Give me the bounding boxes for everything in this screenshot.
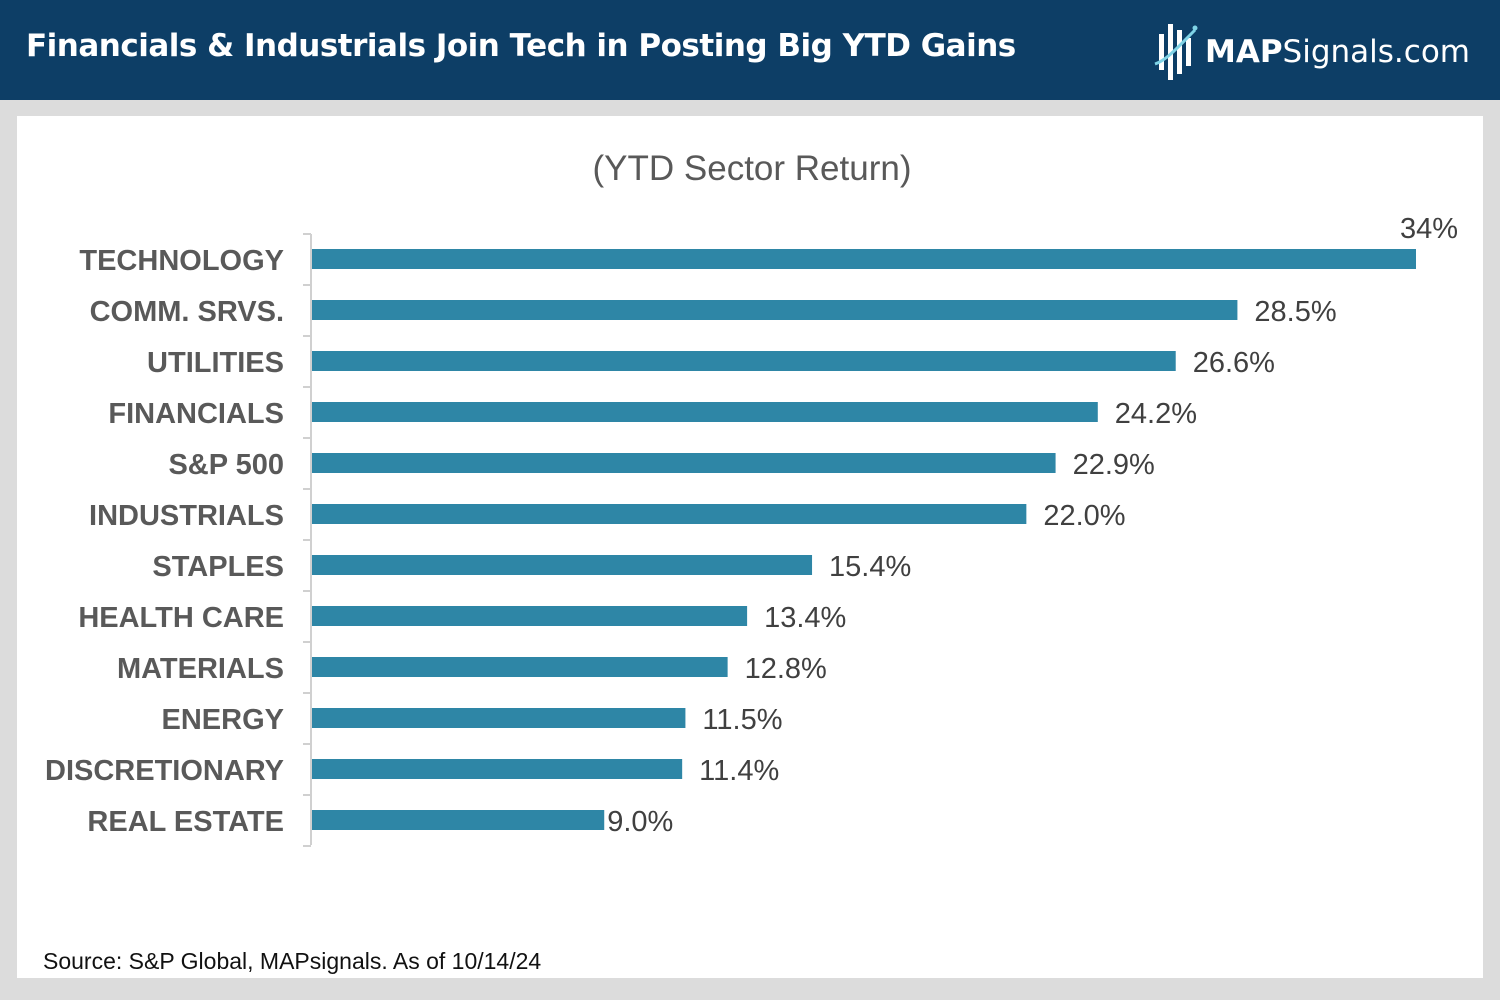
category-label: DISCRETIONARY bbox=[45, 755, 284, 787]
bar bbox=[312, 810, 605, 830]
source-note: Source: S&P Global, MAPsignals. As of 10… bbox=[43, 948, 542, 974]
category-label: MATERIALS bbox=[117, 653, 284, 685]
bar bbox=[312, 351, 1176, 371]
category-label: FINANCIALS bbox=[108, 398, 284, 430]
bar bbox=[312, 300, 1238, 320]
data-label: 11.4% bbox=[699, 755, 779, 787]
bar bbox=[312, 249, 1416, 269]
data-label: 15.4% bbox=[829, 551, 911, 583]
header-title: Financials & Industrials Join Tech in Po… bbox=[26, 28, 1016, 64]
bar bbox=[312, 759, 683, 779]
data-label: 13.4% bbox=[764, 602, 846, 634]
bar bbox=[312, 453, 1056, 473]
category-label: ENERGY bbox=[162, 704, 284, 736]
data-label: 28.5% bbox=[1254, 296, 1336, 328]
category-label: COMM. SRVS. bbox=[90, 296, 284, 328]
logo-mark-icon bbox=[1154, 24, 1198, 80]
logo-text-bold: MAP bbox=[1204, 34, 1283, 70]
category-label: HEALTH CARE bbox=[78, 602, 284, 634]
data-label: 24.2% bbox=[1115, 398, 1197, 430]
chart-title: (YTD Sector Return) bbox=[593, 149, 912, 188]
bar bbox=[312, 606, 748, 626]
bar bbox=[312, 708, 686, 728]
category-label: S&P 500 bbox=[168, 449, 284, 481]
data-label: 9.0% bbox=[607, 806, 673, 838]
data-label: 22.9% bbox=[1073, 449, 1155, 481]
data-label: 11.5% bbox=[702, 704, 782, 736]
mapsignals-logo: MAPSignals.com bbox=[1153, 20, 1470, 84]
bar bbox=[312, 657, 728, 677]
header-bar: Financials & Industrials Join Tech in Po… bbox=[0, 0, 1500, 100]
category-label: REAL ESTATE bbox=[87, 806, 284, 838]
category-label: UTILITIES bbox=[147, 347, 284, 379]
logo-text: MAPSignals.com bbox=[1205, 34, 1470, 70]
bar bbox=[312, 504, 1027, 524]
logo-text-rest: Signals.com bbox=[1282, 34, 1470, 70]
data-label: 12.8% bbox=[745, 653, 827, 685]
category-label: STAPLES bbox=[152, 551, 284, 583]
category-label: INDUSTRIALS bbox=[89, 500, 284, 532]
category-label: TECHNOLOGY bbox=[79, 245, 284, 277]
bar bbox=[312, 555, 813, 575]
data-label: 22.0% bbox=[1043, 500, 1125, 532]
data-label: 26.6% bbox=[1193, 347, 1275, 379]
bar bbox=[312, 402, 1098, 422]
data-label: 34% bbox=[1400, 213, 1458, 245]
